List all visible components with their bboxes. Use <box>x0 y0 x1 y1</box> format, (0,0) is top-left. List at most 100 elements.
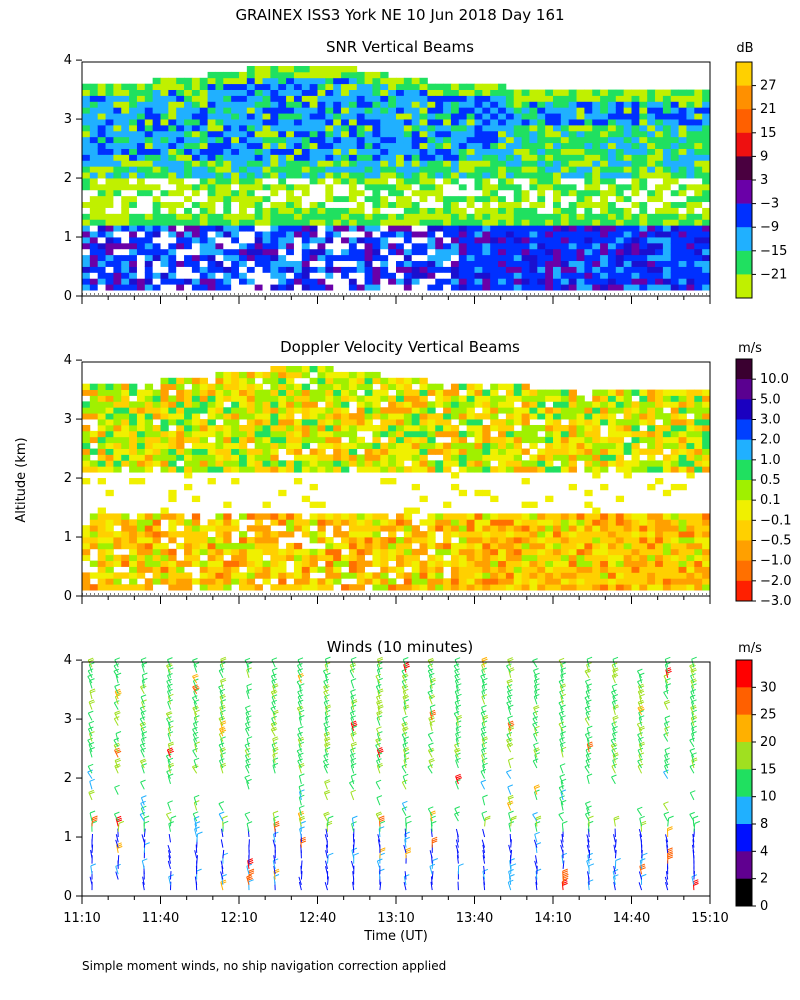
colorbar-swatch <box>736 540 752 561</box>
altitude-tick-label: 0 <box>64 889 72 904</box>
colorbar-swatch <box>736 796 752 825</box>
winds-panel-title: Winds (10 minutes) <box>327 638 474 656</box>
time-tick-label: 14:40 <box>613 911 650 926</box>
colorbar-swatch <box>736 399 752 420</box>
colorbar-tick-label: 3.0 <box>760 413 781 428</box>
snr-field <box>82 66 711 291</box>
wind-barbs <box>87 656 700 891</box>
altitude-tick-label: 0 <box>64 589 72 604</box>
colorbar-swatch <box>736 851 752 879</box>
colorbar-tick-label: −0.1 <box>760 513 792 528</box>
time-tick-label: 12:10 <box>220 911 257 926</box>
altitude-tick-label: 2 <box>64 171 72 186</box>
colorbar-swatch <box>736 878 752 907</box>
colorbar-tick-label: −15 <box>760 244 787 259</box>
colorbar-swatch <box>736 250 752 275</box>
colorbar-tick-label: 0.1 <box>760 493 781 508</box>
altitude-tick-label: 1 <box>64 530 72 545</box>
colorbar-tick-label: 0.5 <box>760 473 781 488</box>
altitude-tick-label: 4 <box>64 53 72 68</box>
colorbar-tick-label: 2 <box>760 872 768 887</box>
colorbar-swatch <box>736 687 752 715</box>
snr-panel-title: SNR Vertical Beams <box>326 38 474 56</box>
colorbar-swatch <box>736 480 752 501</box>
footnote: Simple moment winds, no ship navigation … <box>82 959 446 973</box>
time-tick-label: 13:10 <box>377 911 414 926</box>
snr-axes: 0 1 2 3 4 <box>64 53 711 304</box>
colorbar-tick-label: −21 <box>760 267 787 282</box>
time-tick-label: 11:40 <box>142 911 179 926</box>
colorbar-swatch <box>736 379 752 400</box>
altitude-axis-label: Altitude (km) <box>14 437 29 522</box>
colorbar-tick-label: 0 <box>760 899 768 914</box>
colorbar-tick-label: 21 <box>760 102 777 117</box>
colorbar-swatch <box>736 359 752 380</box>
winds-axes: 0 1 2 3 4 <box>64 653 711 904</box>
colorbar-tick-label: −1.0 <box>760 554 792 569</box>
colorbar-tick-label: 15 <box>760 126 777 141</box>
colorbar-swatch <box>736 419 752 440</box>
colorbar-tick-label: 25 <box>760 708 777 723</box>
time-tick-label: 13:40 <box>456 911 493 926</box>
colorbar-tick-label: 10.0 <box>760 372 789 387</box>
colorbar-swatch <box>736 500 752 521</box>
colorbar-swatch <box>736 742 752 770</box>
altitude-tick-label: 2 <box>64 771 72 786</box>
colorbar-tick-label: 4 <box>760 844 768 859</box>
colorbar-swatch <box>736 560 752 582</box>
doppler-panel: Doppler Velocity Vertical Beams 0 1 2 3 4 m/… <box>64 338 792 609</box>
altitude-tick-label: 1 <box>64 830 72 845</box>
time-tick-label: 14:10 <box>534 911 571 926</box>
colorbar-swatch <box>736 85 752 110</box>
winds-plot-area <box>82 662 710 896</box>
colorbar-tick-label: 15 <box>760 762 777 777</box>
colorbar-swatch <box>736 824 752 852</box>
altitude-tick-label: 4 <box>64 653 72 668</box>
altitude-tick-label: 3 <box>64 712 72 727</box>
colorbar-swatch <box>736 203 752 228</box>
colorbar-swatch <box>736 180 752 204</box>
figure-title: GRAINEX ISS3 York NE 10 Jun 2018 Day 161 <box>235 6 564 24</box>
altitude-tick-label: 3 <box>64 112 72 127</box>
time-tick-label: 11:10 <box>63 911 100 926</box>
colorbar-tick-label: −2.0 <box>760 574 792 589</box>
colorbar-tick-label: 9 <box>760 149 768 164</box>
time-tick-label: 12:40 <box>299 911 336 926</box>
snr-panel: SNR Vertical Beams 0 1 2 3 4 dB 27 21 15 9 3 −3 −9… <box>64 38 787 304</box>
doppler-colorbar: 10.0 5.0 3.0 2.0 1.0 0.5 0.1 −0.1 −0.5 −1.0 −2.0 −3… <box>735 358 792 609</box>
colorbar-tick-label: 30 <box>760 680 777 695</box>
colorbar-tick-label: 20 <box>760 735 777 750</box>
colorbar-tick-label: 8 <box>760 817 768 832</box>
colorbar-tick-label: 1.0 <box>760 453 781 468</box>
winds-colorbar-units: m/s <box>738 641 762 656</box>
snr-colorbar: 27 21 15 9 3 −3 −9 −15 −21 <box>735 61 787 299</box>
colorbar-swatch <box>736 459 752 481</box>
colorbar-swatch <box>736 109 752 134</box>
time-tick-labels: 11:10 11:40 12:10 12:40 13:10 13:40 14:10 14:40… <box>63 911 728 926</box>
snr-colorbar-units: dB <box>736 41 753 56</box>
colorbar-swatch <box>736 274 752 299</box>
time-tick-label: 15:10 <box>691 911 728 926</box>
colorbar-swatch <box>736 769 752 797</box>
colorbar-tick-label: −9 <box>760 220 779 235</box>
colorbar-tick-label: 27 <box>760 79 777 94</box>
colorbar-swatch <box>736 660 752 688</box>
colorbar-swatch <box>736 439 752 461</box>
altitude-tick-label: 0 <box>64 289 72 304</box>
doppler-field <box>82 366 711 591</box>
colorbar-swatch <box>736 156 752 181</box>
colorbar-tick-label: −3.0 <box>760 594 792 609</box>
doppler-colorbar-units: m/s <box>738 341 762 356</box>
altitude-tick-label: 3 <box>64 412 72 427</box>
colorbar-swatch <box>736 227 752 252</box>
colorbar-swatch <box>736 714 752 743</box>
colorbar-tick-label: −0.5 <box>760 534 792 549</box>
colorbar-tick-label: 5.0 <box>760 392 781 407</box>
doppler-axes: 0 1 2 3 4 <box>64 353 711 604</box>
colorbar-swatch <box>736 580 752 602</box>
time-axis-label: Time (UT) <box>363 929 428 944</box>
altitude-tick-label: 4 <box>64 353 72 368</box>
